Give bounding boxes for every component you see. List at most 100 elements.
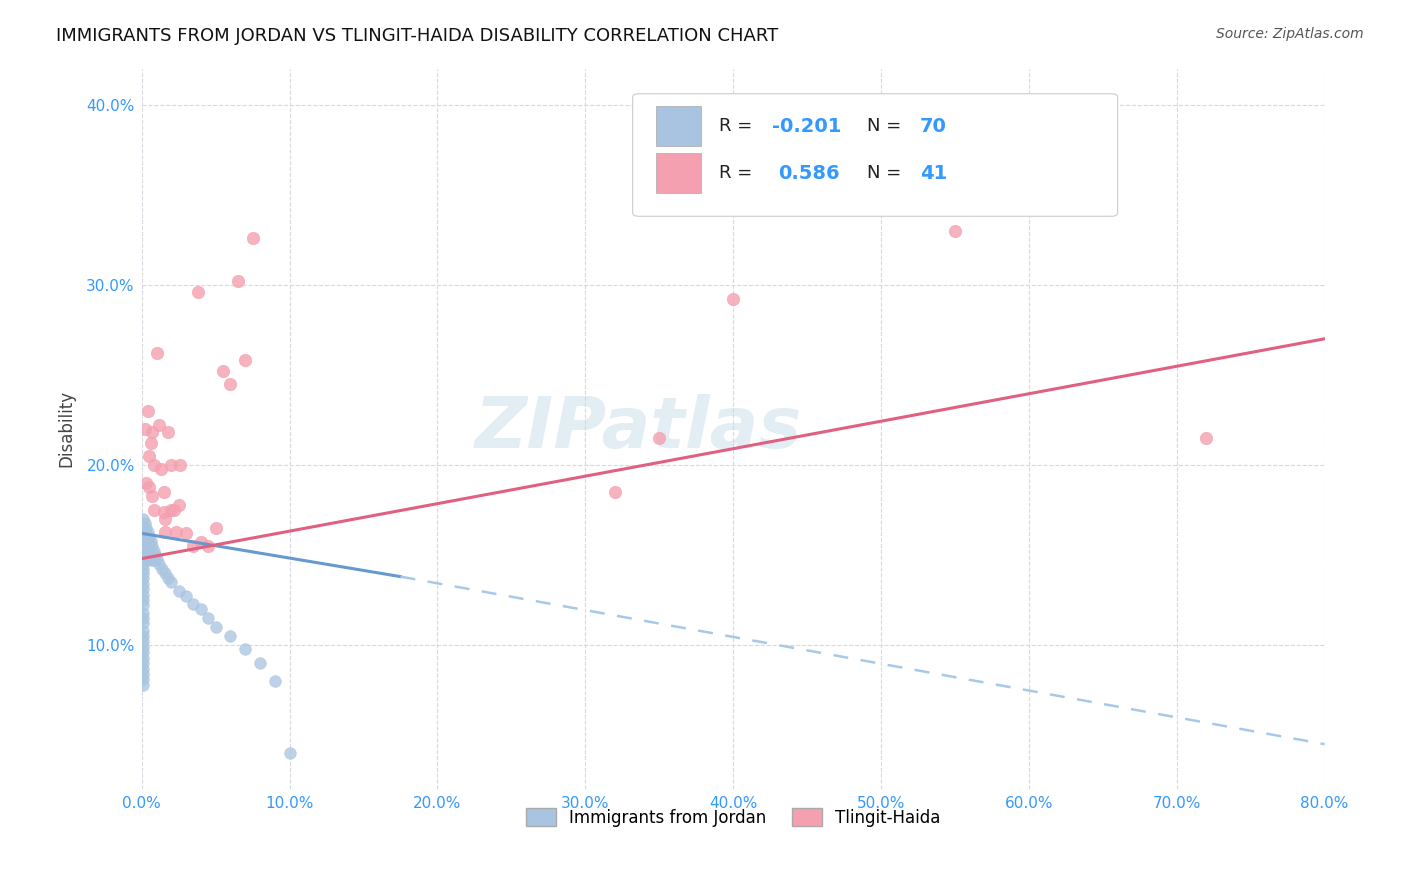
Point <box>138 539 160 553</box>
Legend: Immigrants from Jordan, Tlingit-Haida: Immigrants from Jordan, Tlingit-Haida <box>517 800 949 835</box>
Point <box>174 526 197 541</box>
Point <box>132 606 155 620</box>
Text: 70: 70 <box>920 117 948 136</box>
Point <box>132 656 155 670</box>
Point <box>132 566 155 580</box>
Point <box>212 364 235 378</box>
Point <box>136 524 159 539</box>
Point <box>183 539 205 553</box>
Point <box>132 562 155 576</box>
Point <box>190 535 212 549</box>
Point <box>249 656 271 670</box>
Text: 0.586: 0.586 <box>778 163 839 183</box>
Point <box>145 346 167 360</box>
Point <box>183 597 205 611</box>
Point <box>135 521 157 535</box>
Point <box>278 746 301 760</box>
Point <box>142 544 165 558</box>
Point <box>135 548 157 562</box>
Point <box>132 544 155 558</box>
Y-axis label: Disability: Disability <box>58 391 75 467</box>
FancyBboxPatch shape <box>633 94 1118 216</box>
Point <box>132 616 155 631</box>
FancyBboxPatch shape <box>657 153 702 193</box>
Point <box>148 557 170 571</box>
Point <box>132 577 155 591</box>
Point <box>190 602 212 616</box>
Point <box>132 551 155 566</box>
Point <box>648 431 671 445</box>
Point <box>219 629 242 643</box>
Point <box>139 436 162 450</box>
Point <box>132 599 155 613</box>
FancyBboxPatch shape <box>657 106 702 146</box>
Point <box>132 557 155 571</box>
Point <box>141 489 163 503</box>
Point <box>132 667 155 681</box>
Point <box>132 611 155 625</box>
Text: -0.201: -0.201 <box>772 117 842 136</box>
Point <box>132 571 155 585</box>
Point <box>149 461 172 475</box>
Point <box>263 674 285 689</box>
Point <box>603 484 626 499</box>
Point <box>141 425 163 440</box>
Text: R =: R = <box>718 164 763 182</box>
Text: Source: ZipAtlas.com: Source: ZipAtlas.com <box>1216 27 1364 41</box>
Point <box>134 533 156 548</box>
Point <box>157 571 180 585</box>
Point <box>132 673 155 687</box>
Point <box>132 678 155 692</box>
Point <box>142 553 165 567</box>
Point <box>142 503 165 517</box>
Text: 41: 41 <box>920 163 948 183</box>
Point <box>132 593 155 607</box>
Point <box>169 458 191 472</box>
Point <box>167 498 190 512</box>
Point <box>155 566 177 580</box>
Point <box>138 548 160 562</box>
Point <box>721 292 744 306</box>
Point <box>197 539 219 553</box>
Point <box>141 539 163 553</box>
Text: R =: R = <box>718 117 758 136</box>
Point <box>233 641 256 656</box>
Point <box>132 634 155 648</box>
Text: N =: N = <box>868 164 907 182</box>
Point <box>233 353 256 368</box>
Point <box>219 376 242 391</box>
Point <box>160 574 183 589</box>
Point <box>138 449 160 463</box>
Point <box>135 475 157 490</box>
Point <box>165 524 187 539</box>
Point <box>136 533 159 548</box>
Point <box>132 640 155 654</box>
Point <box>153 505 176 519</box>
Point <box>132 533 155 548</box>
Point <box>152 562 174 576</box>
Point <box>138 479 160 493</box>
Point <box>135 530 157 544</box>
Point <box>160 458 183 472</box>
Point <box>163 503 186 517</box>
Point <box>145 551 167 566</box>
Point <box>187 285 209 299</box>
Text: IMMIGRANTS FROM JORDAN VS TLINGIT-HAIDA DISABILITY CORRELATION CHART: IMMIGRANTS FROM JORDAN VS TLINGIT-HAIDA … <box>56 27 779 45</box>
Point <box>148 418 170 433</box>
Point <box>135 539 157 553</box>
Point <box>174 590 197 604</box>
Point <box>1091 164 1114 178</box>
Point <box>132 526 155 541</box>
Text: N =: N = <box>868 117 907 136</box>
Point <box>141 548 163 562</box>
Point <box>134 422 156 436</box>
Point <box>132 624 155 638</box>
Point <box>157 425 180 440</box>
Point <box>136 542 159 557</box>
Text: ZIPatlas: ZIPatlas <box>475 394 803 463</box>
Point <box>155 512 177 526</box>
Point <box>226 274 249 288</box>
Point <box>153 484 176 499</box>
Point <box>136 551 159 566</box>
Point <box>132 588 155 602</box>
